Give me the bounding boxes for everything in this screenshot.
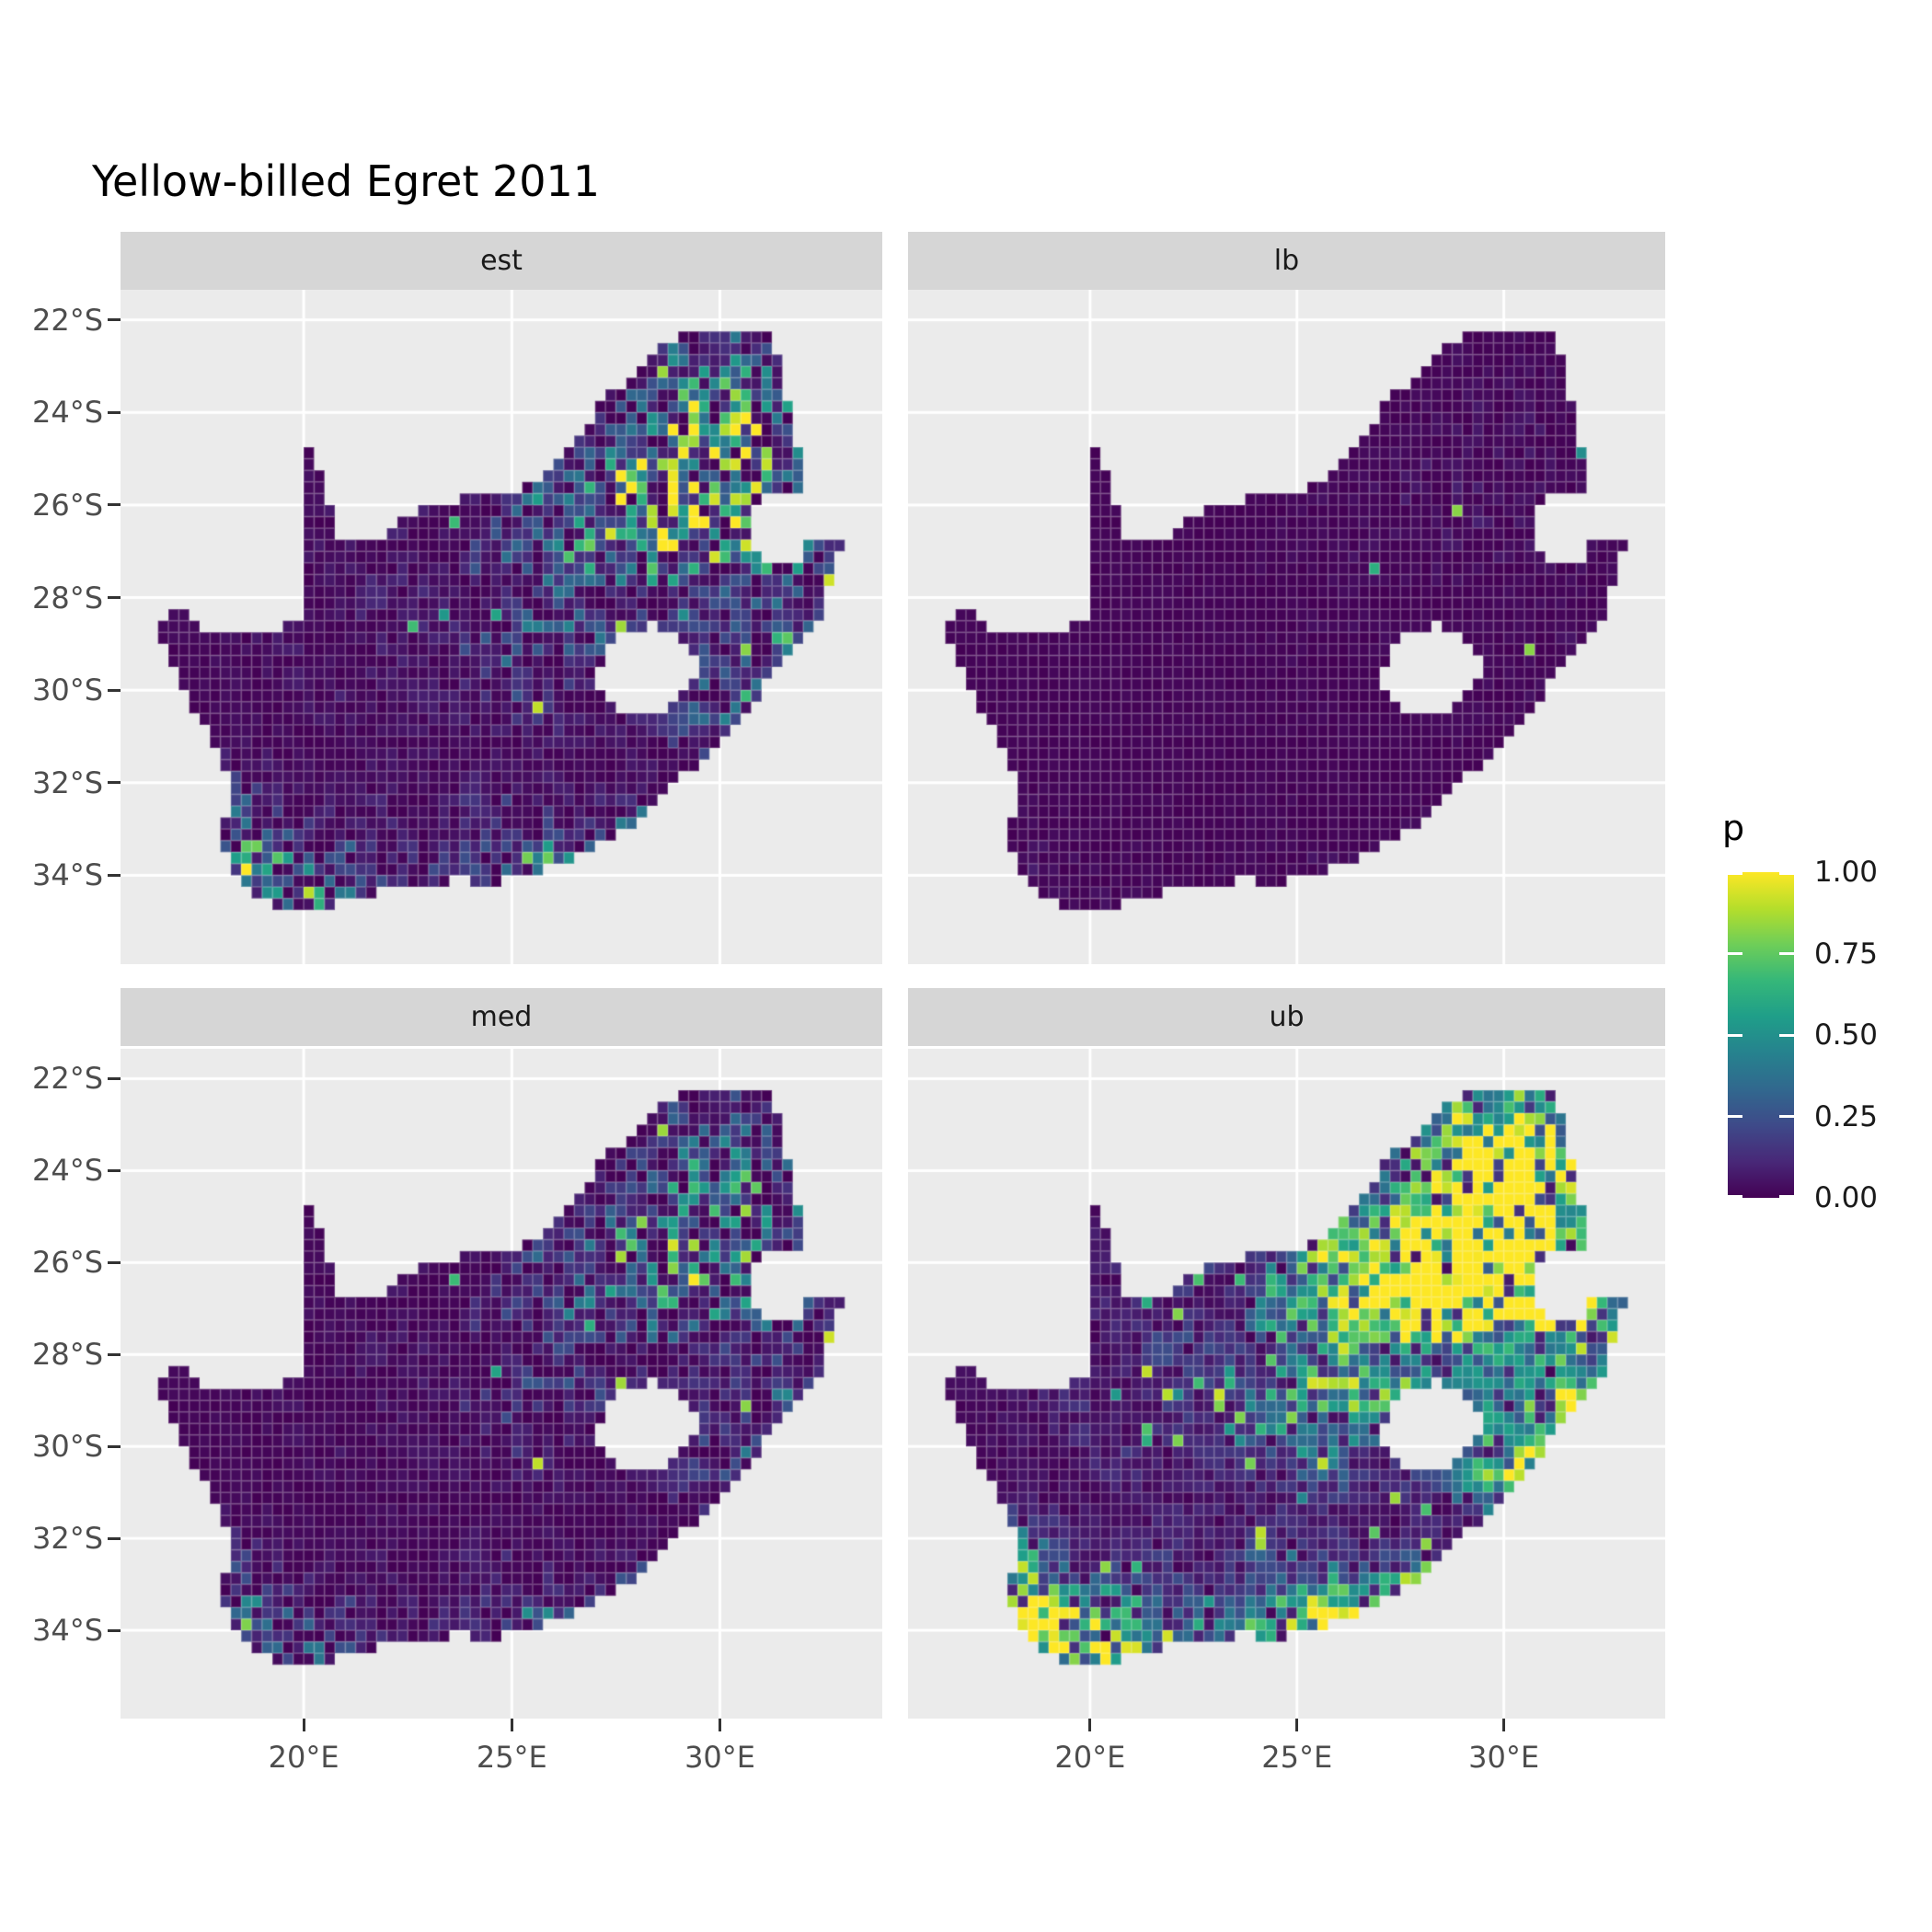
x-axis-label: 25°E (1261, 1740, 1333, 1775)
x-axis-label: 30°E (684, 1740, 755, 1775)
x-axis-tick (719, 1719, 722, 1731)
facet-strip-label-ub: ub (1269, 1001, 1305, 1033)
y-axis-tick (108, 1076, 121, 1080)
facet-strip-label-med: med (470, 1001, 533, 1033)
y-axis-label: 22°S (31, 302, 103, 338)
x-axis-tick (302, 1719, 305, 1731)
y-axis-label: 28°S (31, 580, 103, 615)
facet-strip-label-lb: lb (1273, 245, 1300, 277)
y-axis-label: 34°S (31, 857, 103, 893)
legend-tick-label: 0.25 (1814, 1099, 1879, 1133)
legend-colorbar-tick (1779, 1195, 1794, 1198)
facet-strip-lb: lb (908, 232, 1665, 290)
legend-title: p (1722, 808, 1745, 848)
y-axis-tick (108, 318, 121, 322)
y-axis-tick (108, 1536, 121, 1540)
facet-panel-med (121, 1049, 882, 1719)
y-axis-tick (108, 410, 121, 414)
x-axis-tick (1295, 1719, 1299, 1731)
legend-colorbar-tick (1779, 1033, 1794, 1037)
legend-colorbar-tick (1728, 1195, 1742, 1198)
y-axis-tick (108, 781, 121, 785)
x-axis-label: 20°E (1054, 1740, 1126, 1775)
legend-colorbar-tick (1779, 1115, 1794, 1118)
y-axis-label: 24°S (31, 395, 103, 431)
x-axis-label: 20°E (268, 1740, 339, 1775)
page-title: Yellow-billed Egret 2011 (92, 156, 601, 206)
y-axis-label: 28°S (31, 1337, 103, 1373)
x-axis-tick (1088, 1719, 1092, 1731)
y-axis-tick (108, 1260, 121, 1264)
legend-colorbar-tick (1779, 872, 1794, 875)
legend-tick-label: 0.50 (1814, 1018, 1879, 1052)
facet-map-est (121, 290, 882, 964)
legend-colorbar-tick (1728, 1115, 1742, 1118)
y-axis-label: 30°S (31, 673, 103, 708)
facet-strip-label-est: est (480, 245, 523, 277)
x-axis-label: 30°E (1468, 1740, 1540, 1775)
y-axis-label: 22°S (31, 1061, 103, 1097)
y-axis-label: 26°S (31, 1245, 103, 1281)
facet-strip-ub: ub (908, 988, 1665, 1046)
x-axis-tick (1502, 1719, 1506, 1731)
facet-map-ub (908, 1049, 1665, 1719)
y-axis-label: 32°S (31, 1521, 103, 1557)
facet-panel-ub (908, 1049, 1665, 1719)
legend-colorbar-tick (1728, 952, 1742, 955)
facet-strip-med: med (121, 988, 882, 1046)
y-axis-label: 32°S (31, 765, 103, 800)
x-axis-tick (510, 1719, 513, 1731)
legend-tick-label: 1.00 (1814, 856, 1879, 889)
facet-map-med (121, 1049, 882, 1719)
facet-map-lb (908, 290, 1665, 964)
y-axis-label: 34°S (31, 1613, 103, 1649)
y-axis-tick (108, 688, 121, 692)
y-axis-label: 30°S (31, 1429, 103, 1465)
facet-panel-est (121, 290, 882, 964)
y-axis-label: 24°S (31, 1153, 103, 1189)
facet-strip-est: est (121, 232, 882, 290)
y-axis-tick (108, 503, 121, 507)
x-axis-label: 25°E (476, 1740, 547, 1775)
y-axis-tick (108, 1444, 121, 1448)
legend-colorbar-tick (1728, 872, 1742, 875)
y-axis-tick (108, 873, 121, 877)
y-axis-label: 26°S (31, 487, 103, 523)
legend-tick-label: 0.75 (1814, 937, 1879, 971)
facet-panel-lb (908, 290, 1665, 964)
y-axis-tick (108, 1168, 121, 1172)
legend-tick-label: 0.00 (1814, 1181, 1879, 1214)
y-axis-tick (108, 1628, 121, 1632)
y-axis-tick (108, 1352, 121, 1356)
legend-colorbar-tick (1779, 952, 1794, 955)
y-axis-tick (108, 596, 121, 600)
legend-colorbar-tick (1728, 1033, 1742, 1037)
